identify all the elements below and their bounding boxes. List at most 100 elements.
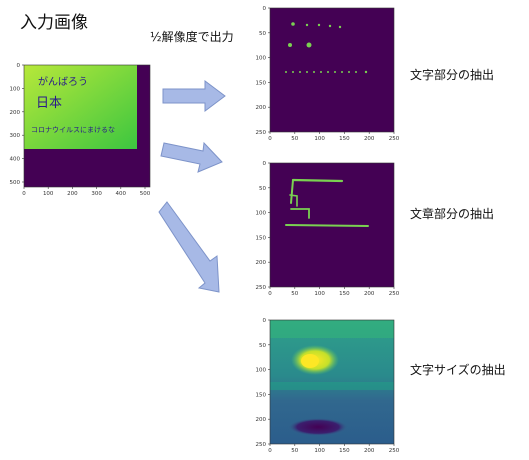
size-hotspot-core (301, 354, 319, 368)
x-tick: 150 (339, 132, 350, 142)
char-mark (305, 23, 309, 27)
y-tick: 100 (256, 211, 270, 217)
size-extraction-plot: 0 50 100 150 200 250 0 50 100 150 200 25… (256, 318, 400, 454)
y-tick: 150 (256, 235, 270, 241)
x-tick: 500 (140, 187, 151, 197)
svg-text:200: 200 (364, 136, 375, 142)
char-mark (334, 71, 336, 73)
arrow-to-char-extraction (162, 80, 226, 112)
handwriting-line-3: コロナウイルスにまけるな (31, 126, 115, 134)
char-mark (317, 23, 321, 27)
input-image-plot: がんばろう 日本 コロナウイルスにまけるな 0 100 200 300 400 … (10, 63, 151, 197)
svg-text:500: 500 (140, 191, 151, 197)
x-tick: 100 (314, 132, 325, 142)
size-y-axis: 0 50 100 150 200 250 (256, 318, 270, 448)
sentence-extraction-label: 文章部分の抽出 (410, 207, 495, 221)
y-tick: 250 (256, 442, 270, 448)
sentence-extraction-plot: 0 50 100 150 200 250 0 50 100 150 200 25… (256, 161, 400, 297)
char-mark (355, 71, 357, 73)
svg-text:200: 200 (67, 191, 78, 197)
y-tick: 200 (256, 260, 270, 266)
svg-text:100: 100 (256, 56, 267, 62)
svg-text:0: 0 (268, 448, 272, 454)
input-x-axis: 0 100 200 300 400 500 (22, 187, 151, 197)
x-tick: 0 (268, 444, 272, 454)
handwriting-line-2: 日本 (36, 96, 62, 111)
x-tick: 200 (364, 132, 375, 142)
char-mark (313, 71, 315, 73)
char-extraction-plot: 0 50 100 150 200 250 0 50 100 150 200 25… (256, 6, 400, 142)
svg-text:50: 50 (291, 136, 298, 142)
x-tick: 50 (291, 287, 299, 297)
char-y-axis: 0 50 100 150 200 250 (256, 6, 270, 136)
svg-text:400: 400 (116, 191, 127, 197)
y-tick: 100 (256, 368, 270, 374)
y-tick: 500 (10, 180, 24, 186)
x-tick: 250 (389, 132, 400, 142)
y-tick: 50 (259, 343, 270, 349)
char-mark (364, 70, 368, 74)
svg-text:150: 150 (339, 136, 350, 142)
svg-text:100: 100 (43, 191, 54, 197)
y-tick: 50 (259, 31, 270, 37)
svg-text:100: 100 (314, 448, 325, 454)
svg-text:0: 0 (263, 161, 267, 167)
x-tick: 300 (91, 187, 102, 197)
x-tick: 50 (291, 444, 299, 454)
y-tick: 250 (256, 285, 270, 291)
char-mark (291, 22, 295, 26)
x-tick: 250 (389, 444, 400, 454)
size-extraction-label: 文字サイズの抽出 (410, 363, 506, 377)
char-mark (341, 71, 343, 73)
resolution-note: ½解像度で出力 (150, 30, 234, 44)
size-lowspot (288, 418, 348, 436)
x-tick: 0 (268, 287, 272, 297)
char-mark (306, 71, 308, 73)
char-mark (288, 43, 292, 47)
char-mark (306, 42, 312, 48)
size-band (270, 320, 394, 338)
y-tick: 200 (256, 105, 270, 111)
svg-text:300: 300 (91, 191, 102, 197)
x-tick: 200 (67, 187, 78, 197)
char-mark (348, 71, 350, 73)
char-mark (338, 25, 342, 29)
char-mark (327, 71, 329, 73)
svg-text:500: 500 (10, 180, 21, 186)
svg-text:200: 200 (10, 110, 21, 116)
char-mark (320, 71, 322, 73)
y-tick: 100 (10, 86, 24, 92)
svg-text:100: 100 (314, 291, 325, 297)
sentence-stroke (290, 208, 310, 219)
svg-text:300: 300 (10, 133, 21, 139)
y-tick: 200 (256, 417, 270, 423)
svg-text:100: 100 (314, 136, 325, 142)
svg-text:0: 0 (263, 318, 267, 324)
svg-text:250: 250 (389, 448, 400, 454)
y-tick: 0 (263, 6, 270, 12)
char-extraction-label: 文字部分の抽出 (410, 68, 495, 82)
svg-text:100: 100 (10, 86, 21, 92)
svg-text:200: 200 (256, 105, 267, 111)
y-tick: 150 (256, 392, 270, 398)
sentence-stroke (291, 178, 344, 183)
char-marks (285, 22, 368, 74)
char-mark (292, 71, 294, 73)
svg-text:250: 250 (256, 442, 267, 448)
svg-text:150: 150 (339, 291, 350, 297)
char-mark (285, 71, 287, 73)
sentence-stroke (290, 179, 294, 204)
svg-text:250: 250 (389, 136, 400, 142)
char-mark (299, 71, 301, 73)
y-tick: 250 (256, 130, 270, 136)
sentence-stroke (285, 224, 369, 227)
svg-text:0: 0 (263, 6, 267, 12)
x-tick: 100 (314, 444, 325, 454)
y-tick: 400 (10, 157, 24, 163)
y-tick: 100 (256, 56, 270, 62)
x-tick: 400 (116, 187, 127, 197)
x-tick: 150 (339, 287, 350, 297)
svg-text:150: 150 (339, 448, 350, 454)
y-tick: 0 (17, 63, 24, 69)
x-tick: 250 (389, 287, 400, 297)
